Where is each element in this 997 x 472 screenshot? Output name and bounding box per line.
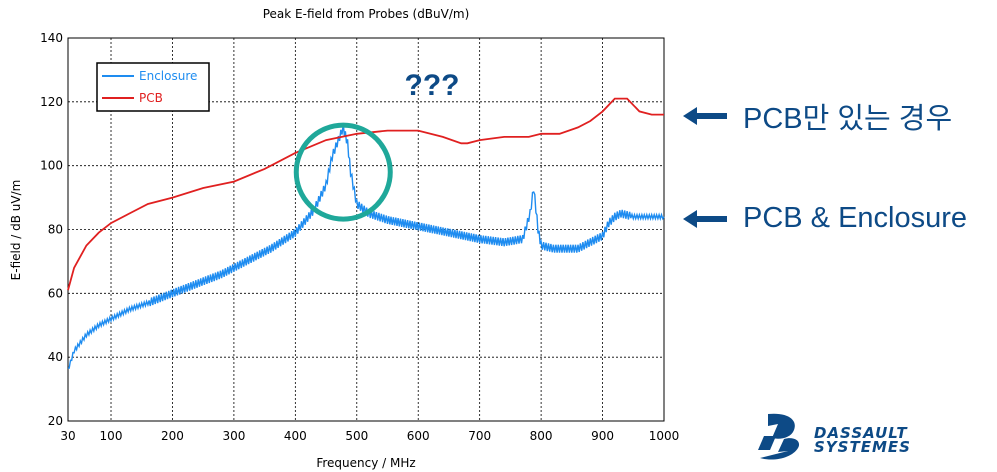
grid	[68, 38, 664, 421]
left-arrow-icon	[683, 209, 727, 228]
x-tick-label: 900	[591, 429, 614, 443]
highlight-circle	[293, 122, 393, 222]
y-tick-label: 60	[48, 286, 63, 300]
annotation-pcb-only: PCB만 있는 경우	[683, 95, 952, 137]
x-tick-label: 30	[60, 429, 75, 443]
x-axis-ticks: 30 100 200 300 400 500 600 700 800 900 1000	[60, 429, 679, 443]
annotation-pcb-only-text: PCB만 있는 경우	[743, 103, 953, 135]
series-line-enclosure	[67, 123, 665, 369]
y-tick-label: 120	[40, 95, 63, 109]
y-tick-label: 100	[40, 159, 63, 173]
chart-title: Peak E-field from Probes (dBuV/m)	[263, 7, 470, 21]
legend-label-pcb: PCB	[139, 91, 163, 105]
y-tick-label: 20	[48, 414, 63, 428]
logo-line2: SYSTEMES	[814, 438, 911, 456]
logo-line1: DASSAULT	[814, 424, 908, 442]
x-axis-label: Frequency / MHz	[316, 456, 415, 470]
x-tick-label: 500	[345, 429, 368, 443]
y-axis-label: E-field / dB uV/m	[9, 180, 23, 281]
y-tick-label: 80	[48, 223, 63, 237]
x-tick-label: 300	[222, 429, 245, 443]
legend: Enclosure PCB	[96, 62, 210, 112]
annotation-question: ???	[405, 69, 460, 102]
x-tick-label: 800	[530, 429, 553, 443]
dassault-logo: DASSAULT SYSTEMES	[754, 408, 954, 468]
x-tick-label: 100	[100, 429, 123, 443]
x-tick-label: 600	[407, 429, 430, 443]
series-line-pcb	[67, 97, 664, 291]
ds-logo-icon	[758, 413, 800, 460]
y-axis-ticks: 20 40 60 80 100 120 140	[40, 31, 63, 428]
legend-box	[96, 62, 210, 112]
x-tick-label: 700	[468, 429, 491, 443]
plot-frame	[67, 37, 665, 422]
x-tick-label: 1000	[649, 429, 680, 443]
legend-label-enclosure: Enclosure	[139, 69, 197, 83]
x-tick-label: 200	[161, 429, 184, 443]
y-tick-label: 140	[40, 31, 63, 45]
left-arrow-icon	[683, 107, 727, 125]
y-tick-label: 40	[48, 350, 63, 364]
annotation-pcb-enclosure: PCB & Enclosure	[683, 202, 967, 235]
x-tick-label: 400	[284, 429, 307, 443]
series-group	[67, 97, 665, 369]
annotation-pcb-enclosure-text: PCB & Enclosure	[743, 202, 968, 234]
